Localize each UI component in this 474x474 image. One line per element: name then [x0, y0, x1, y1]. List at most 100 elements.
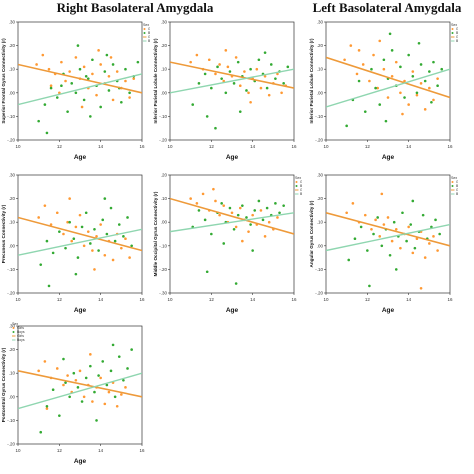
boys-point [411, 199, 415, 203]
girls-fit-line [18, 216, 142, 252]
boys-point [282, 204, 285, 207]
legend-marker [295, 181, 298, 183]
boys-point [105, 53, 109, 57]
boys-point [105, 383, 109, 387]
x-tick-label: 16 [291, 297, 297, 302]
plot-marks [170, 187, 294, 285]
y-tick-label: -.20 [159, 267, 167, 272]
girls-point [132, 77, 136, 80]
girls-point [255, 67, 259, 71]
y-tick-label: -.10 [7, 114, 15, 119]
girls-point [382, 223, 386, 226]
chart-angular-gyrus: 10 12 14 16 -.20 -.10 .00 .10 .20 .30 Age Angular G… [309, 173, 458, 315]
boys-point [130, 348, 133, 351]
boys-point [49, 86, 53, 90]
girls-point [234, 225, 238, 229]
legend-marker [451, 181, 454, 183]
boys-fit-line [18, 228, 142, 256]
x-tick-label: 12 [57, 297, 63, 302]
girls-point [407, 225, 410, 229]
boys-point [58, 414, 61, 417]
legend-marker [143, 32, 146, 34]
girls-point [238, 206, 242, 210]
x-tick-label: 10 [167, 144, 173, 149]
boys-point [197, 82, 201, 85]
boys-point [97, 374, 100, 377]
girls-point [82, 65, 86, 69]
boys-point [257, 58, 261, 62]
boys-point [374, 86, 377, 90]
boys-fit-line [170, 68, 294, 94]
girls-point [35, 63, 38, 66]
boys-point [120, 100, 123, 104]
boys-point [274, 77, 277, 80]
girls-point [41, 53, 45, 57]
legend-label: Boys [148, 39, 150, 43]
boys-point [101, 360, 105, 363]
y-tick-label: .10 [9, 371, 16, 376]
boys-point [407, 53, 410, 57]
girls-point [107, 390, 111, 394]
boys-point [378, 103, 382, 106]
girls-point [97, 49, 100, 52]
boys-point [128, 91, 131, 95]
legend-title: Sex [451, 23, 457, 27]
boys-point [269, 63, 273, 66]
girls-point [91, 72, 94, 76]
y-tick-label: .20 [161, 43, 168, 48]
boys-point [399, 65, 402, 69]
girls-point [226, 65, 230, 69]
girls-point [351, 202, 355, 205]
boys-point [68, 395, 71, 399]
girls-point [243, 70, 246, 73]
boys-point [430, 225, 433, 229]
girls-point [234, 56, 238, 59]
x-tick-label: 10 [15, 144, 21, 149]
girls-point [386, 96, 390, 99]
girls-fit-line [326, 211, 450, 247]
boys-point [245, 89, 248, 92]
girls-point [78, 213, 82, 217]
boys-point [370, 67, 373, 71]
boys-point [191, 103, 195, 106]
girls-point [93, 268, 96, 271]
girls-point [115, 404, 119, 408]
boys-point [84, 376, 88, 380]
x-tick-label: 12 [365, 297, 371, 302]
boys-point [43, 103, 47, 106]
girls-fit-line [18, 63, 142, 94]
y-tick-label: -.20 [7, 291, 15, 296]
boys-point [68, 220, 71, 224]
boys-point [47, 284, 51, 288]
chart-precuneus: 10 12 14 16 -.20 -.10 .00 .10 .20 .30 Age Precuneus… [1, 173, 145, 315]
y-tick-label: .30 [9, 20, 16, 25]
boys-point [376, 216, 379, 219]
boys-point [205, 270, 209, 274]
boys-point [220, 202, 223, 205]
boys-point [390, 49, 394, 52]
plot-marks [326, 192, 450, 290]
boys-point [353, 237, 357, 241]
boys-point [366, 249, 369, 252]
y-tick-label: -.10 [315, 267, 323, 272]
girls-point [276, 72, 279, 76]
girls-point [238, 84, 242, 88]
girls-point [276, 216, 279, 219]
girls-point [241, 239, 244, 243]
girls-point [124, 237, 127, 241]
legend-title: Sex [12, 322, 18, 326]
boys-point [380, 244, 384, 248]
girls-fit-line [170, 61, 294, 89]
x-tick-label: 12 [57, 448, 63, 453]
girls-point [124, 386, 127, 389]
boys-point [64, 246, 67, 250]
girls-point [207, 58, 211, 62]
girls-point [124, 79, 127, 83]
legend-label: Girls [456, 188, 458, 192]
legend-label: Boys [148, 31, 150, 35]
y-axis-label: Precuneus Connectivity (r) [1, 204, 6, 263]
x-axis-label: Age [74, 458, 87, 465]
